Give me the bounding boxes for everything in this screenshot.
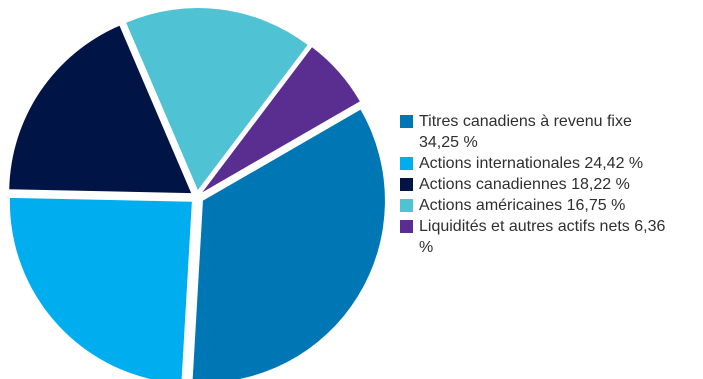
slice-us-equities: [126, 8, 308, 191]
slice-cash-and-other: [202, 47, 360, 193]
legend-label: Actions canadiennes 18,22 %: [419, 176, 630, 193]
legend-item-international-equities: Actions internationales 24,42 %: [400, 153, 700, 174]
legend-item-canadian-equities: Actions canadiennes 18,22 %: [400, 174, 700, 195]
legend-swatch: [400, 199, 413, 212]
legend-label: Actions américaines 16,75 %: [419, 197, 626, 214]
legend-label: Liquidités et autres actifs nets 6,36 %: [419, 218, 666, 256]
slice-canadian-fixed-income: [192, 109, 385, 379]
slice-canadian-fixed-income-shape: [192, 109, 385, 379]
slice-canadian-equities-shape: [9, 25, 192, 194]
legend-swatch: [400, 157, 413, 170]
legend: Titres canadiens à revenu fixe 34,25 % A…: [400, 111, 700, 258]
slice-international-equities: [9, 197, 192, 379]
legend-item-canadian-fixed-income: Titres canadiens à revenu fixe 34,25 %: [400, 111, 700, 153]
legend-label: Titres canadiens à revenu fixe 34,25 %: [419, 113, 632, 151]
slice-international-equities-shape: [9, 197, 192, 379]
legend-label: Actions internationales 24,42 %: [419, 155, 644, 172]
pie-chart: [9, 8, 385, 379]
slice-us-equities-shape: [126, 8, 308, 191]
legend-swatch: [400, 115, 413, 128]
slice-canadian-equities: [9, 25, 192, 194]
slice-cash-and-other-shape: [202, 47, 360, 193]
legend-swatch: [400, 220, 413, 233]
legend-swatch: [400, 178, 413, 191]
legend-item-us-equities: Actions américaines 16,75 %: [400, 195, 700, 216]
legend-item-cash-and-other: Liquidités et autres actifs nets 6,36 %: [400, 216, 700, 258]
